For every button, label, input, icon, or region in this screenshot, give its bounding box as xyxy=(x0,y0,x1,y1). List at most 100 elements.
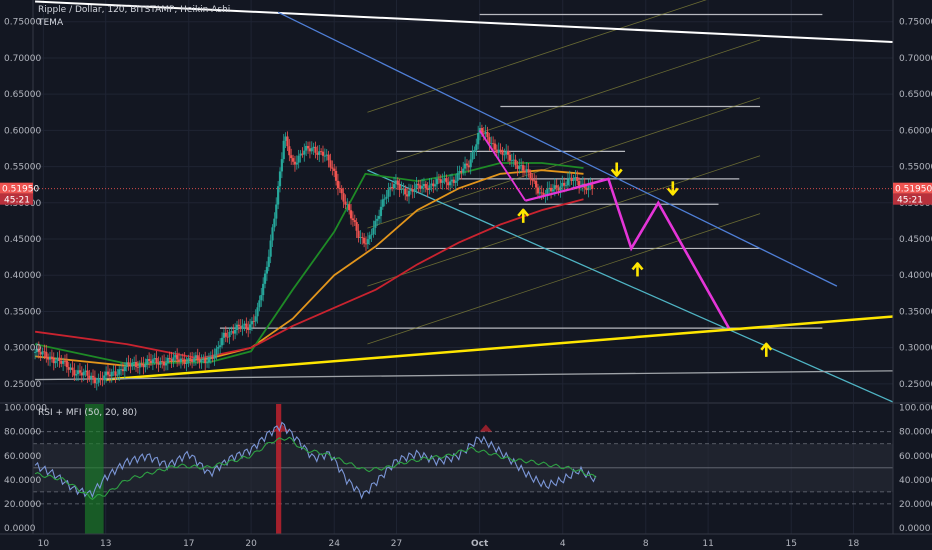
candle-body xyxy=(531,179,534,181)
price-tick-label-left: 0.65000 xyxy=(4,90,41,100)
candle-body xyxy=(353,220,356,223)
candle-body xyxy=(237,324,240,327)
candle-body xyxy=(422,183,426,187)
price-tick-label-right: 0.60000 xyxy=(899,126,932,136)
candle-body xyxy=(90,375,93,379)
candle-body xyxy=(153,358,156,360)
candle-body xyxy=(101,378,104,381)
candle-body xyxy=(97,377,100,383)
candle-body xyxy=(263,273,267,284)
time-tick-label: 17 xyxy=(183,539,194,549)
overbought-fill xyxy=(479,424,493,432)
candle-body xyxy=(435,178,439,185)
candle-body xyxy=(291,158,295,162)
projection-line xyxy=(478,129,527,202)
candle-body xyxy=(232,331,235,334)
candle-body xyxy=(48,356,52,360)
indicator-tick-label-right: 0.0000 xyxy=(899,524,931,534)
candle-body xyxy=(361,237,364,238)
candle-body xyxy=(372,227,375,235)
price-tick-label-left: 0.30000 xyxy=(4,344,41,354)
candle-body xyxy=(471,152,474,160)
candle-body xyxy=(179,358,183,362)
candle-body xyxy=(58,357,61,361)
price-tick-label-right: 0.75000 xyxy=(899,18,932,28)
trend-line xyxy=(367,169,894,403)
candle-body xyxy=(314,146,317,153)
candle-body xyxy=(185,363,188,365)
candle-body xyxy=(196,355,199,360)
indicator-tick-label-right: 60.0000 xyxy=(899,452,932,462)
grid-lines xyxy=(33,0,893,534)
candle-body xyxy=(581,183,584,186)
oversold-highlight xyxy=(84,404,104,534)
candle-body xyxy=(327,154,330,161)
candle-body xyxy=(78,370,82,373)
candle-body xyxy=(220,337,224,346)
candle-body xyxy=(226,336,229,338)
candle-body xyxy=(222,332,226,338)
candle-body xyxy=(460,170,463,173)
candle-body xyxy=(275,204,278,219)
candle-body xyxy=(349,210,353,219)
current-price-label-left: 0.51950 xyxy=(2,185,39,195)
candle-body xyxy=(181,358,184,360)
candle-body xyxy=(450,179,454,182)
candle-body xyxy=(318,151,321,155)
candle-body xyxy=(189,358,192,360)
candle-body xyxy=(329,160,332,168)
candle-body xyxy=(480,128,484,134)
candle-body xyxy=(572,179,575,182)
candle-body xyxy=(112,371,115,373)
candle-body xyxy=(192,358,196,362)
candle-body xyxy=(555,185,558,188)
candle-body xyxy=(252,321,255,322)
oscillator-line xyxy=(34,421,597,500)
candle-body xyxy=(305,145,308,151)
candle-body xyxy=(54,361,57,364)
countdown-label-right: 45:21 xyxy=(897,196,923,206)
candle-body xyxy=(492,143,495,145)
candle-body xyxy=(119,369,123,371)
arrow-head xyxy=(666,187,679,196)
candle-body xyxy=(116,374,119,376)
candle-body xyxy=(80,372,83,376)
price-tick-label-left: 0.40000 xyxy=(4,271,41,281)
candle-body xyxy=(340,188,343,194)
candle-body xyxy=(91,375,95,378)
candle-body xyxy=(540,192,543,194)
candle-body xyxy=(512,159,515,161)
candle-body xyxy=(342,193,345,202)
candle-body xyxy=(520,165,523,166)
trend-line xyxy=(277,11,838,287)
projection-line xyxy=(570,177,731,329)
candle-body xyxy=(170,359,173,362)
candle-body xyxy=(381,199,384,207)
candle-body xyxy=(151,359,154,364)
candle-body xyxy=(39,352,42,355)
candle-body xyxy=(75,374,78,376)
candle-body xyxy=(346,204,349,206)
oscillator-line xyxy=(34,436,597,501)
candle-body xyxy=(503,154,506,156)
candle-body xyxy=(103,375,106,381)
candle-body xyxy=(409,189,412,191)
candle-body xyxy=(323,155,326,157)
candle-body xyxy=(426,188,429,190)
candle-body xyxy=(43,351,46,353)
candle-body xyxy=(99,377,102,379)
candle-body xyxy=(445,178,448,183)
price-tick-label-left: 0.75000 xyxy=(4,18,41,28)
candle-body xyxy=(368,235,371,240)
candle-body xyxy=(290,155,293,159)
candle-body xyxy=(525,169,528,172)
candle-body xyxy=(417,183,420,186)
candle-body xyxy=(146,359,149,364)
candle-body xyxy=(557,187,560,191)
candle-body xyxy=(407,190,411,197)
candle-body xyxy=(376,218,379,221)
candle-body xyxy=(576,177,579,181)
candle-body xyxy=(105,371,108,376)
